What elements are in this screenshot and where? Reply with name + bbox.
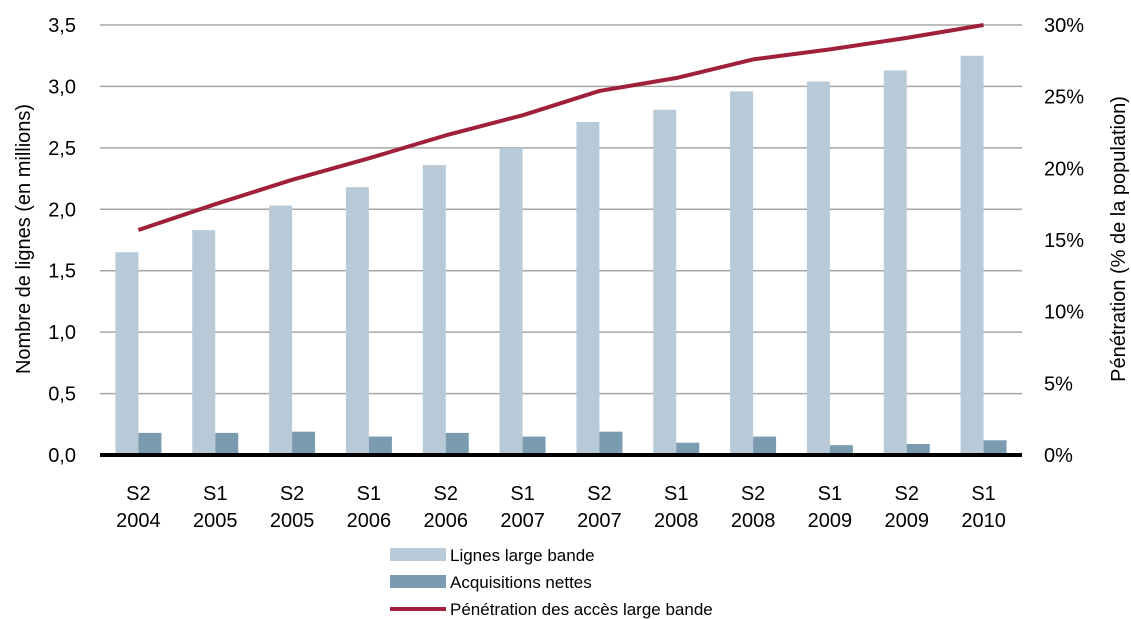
y2-tick-label: 25% (1044, 87, 1084, 109)
x-axis-ticks: S2 2004 S1 2005 S2 2005 S1 2006 S2 2006 S1 2007 S2 20… (116, 483, 1006, 532)
y-tick-label: 1,5 (48, 261, 76, 283)
y-tick-label: 1,0 (48, 322, 76, 344)
y-tick-label: 3,5 (48, 15, 76, 37)
bar-acquisitions (599, 431, 623, 455)
x-tick-label-half: S1 (971, 483, 995, 505)
bar-lignes (576, 122, 600, 456)
x-tick-label-year: 2009 (885, 510, 930, 532)
bar-acquisitions (522, 436, 546, 455)
x-tick-label-year: 2006 (424, 510, 469, 532)
bar-lignes (345, 187, 369, 455)
x-tick-label-year: 2008 (731, 510, 776, 532)
x-tick-label-year: 2005 (270, 510, 315, 532)
gridlines (100, 24, 1022, 395)
bar-lignes (192, 230, 216, 455)
bar-acquisitions (138, 432, 162, 455)
x-tick-label-half: S1 (203, 483, 227, 505)
y-tick-label: 2,0 (48, 199, 76, 221)
x-tick-label-year: 2007 (500, 510, 545, 532)
x-tick-label-half: S2 (587, 483, 611, 505)
x-tick-label-half: S2 (895, 483, 919, 505)
legend-label-acquisitions: Acquisitions nettes (450, 573, 592, 592)
legend-swatch-lignes (390, 548, 446, 561)
bar-acquisitions (292, 431, 316, 455)
left-axis-ticks: 0,0 0,5 1,0 1,5 2,0 2,5 3,0 3,5 (48, 15, 76, 467)
legend-label-penetration: Pénétration des accès large bande (450, 600, 713, 619)
y-tick-label: 0,0 (48, 445, 76, 467)
legend-label-lignes: Lignes large bande (450, 546, 595, 565)
x-tick-label-year: 2004 (116, 510, 161, 532)
right-axis-ticks: 0% 5% 10% 15% 20% 25% 30% (1044, 15, 1084, 467)
y2-tick-label: 0% (1044, 445, 1073, 467)
bar-acquisitions (445, 432, 469, 455)
x-tick-label-half: S2 (741, 483, 765, 505)
bar-lignes (730, 91, 754, 455)
x-tick-label-year: 2009 (808, 510, 853, 532)
bar-lignes (653, 109, 677, 456)
penetration-line-group (137, 23, 984, 232)
x-tick-label-half: S1 (510, 483, 534, 505)
y2-tick-label: 30% (1044, 15, 1084, 37)
y-tick-label: 0,5 (48, 384, 76, 406)
x-tick-label-year: 2007 (577, 510, 622, 532)
bar-lignes (499, 147, 523, 455)
x-tick-label-half: S2 (280, 483, 304, 505)
x-tick-label-year: 2005 (193, 510, 238, 532)
bar-lignes (883, 70, 907, 455)
y2-tick-label: 10% (1044, 302, 1084, 324)
x-tick-label-year: 2006 (347, 510, 392, 532)
bar-acquisitions (753, 436, 777, 455)
x-tick-label-half: S1 (818, 483, 842, 505)
legend: Lignes large bande Acquisitions nettes P… (390, 546, 713, 619)
bar-lignes (269, 205, 293, 455)
bar-lignes (806, 81, 830, 455)
y2-axis-title: Pénétration (% de la population) (1108, 96, 1130, 382)
x-tick-label-half: S1 (664, 483, 688, 505)
y2-tick-label: 20% (1044, 158, 1084, 180)
bar-acquisitions (215, 432, 239, 455)
y-tick-label: 2,5 (48, 138, 76, 160)
y2-tick-label: 15% (1044, 230, 1084, 252)
bar-acquisitions (368, 436, 392, 455)
bar-acquisitions (983, 440, 1007, 455)
bar-lignes (115, 252, 139, 455)
x-tick-label-half: S2 (126, 483, 150, 505)
bar-lignes (960, 55, 984, 455)
y2-tick-label: 5% (1044, 373, 1073, 395)
x-tick-label-year: 2008 (654, 510, 699, 532)
penetration-line (137, 23, 984, 232)
y-tick-label: 3,0 (48, 76, 76, 98)
bar-lignes (422, 165, 446, 456)
legend-swatch-acquisitions (390, 575, 446, 588)
y-axis-title: Nombre de lignes (en millions) (13, 104, 35, 374)
bar-acquisitions (906, 443, 930, 455)
bar-acquisitions (676, 442, 700, 455)
x-tick-label-half: S2 (434, 483, 458, 505)
bars (115, 55, 1007, 456)
x-tick-label-year: 2010 (961, 510, 1006, 532)
x-tick-label-half: S1 (357, 483, 381, 505)
bar-acquisitions (829, 445, 853, 455)
